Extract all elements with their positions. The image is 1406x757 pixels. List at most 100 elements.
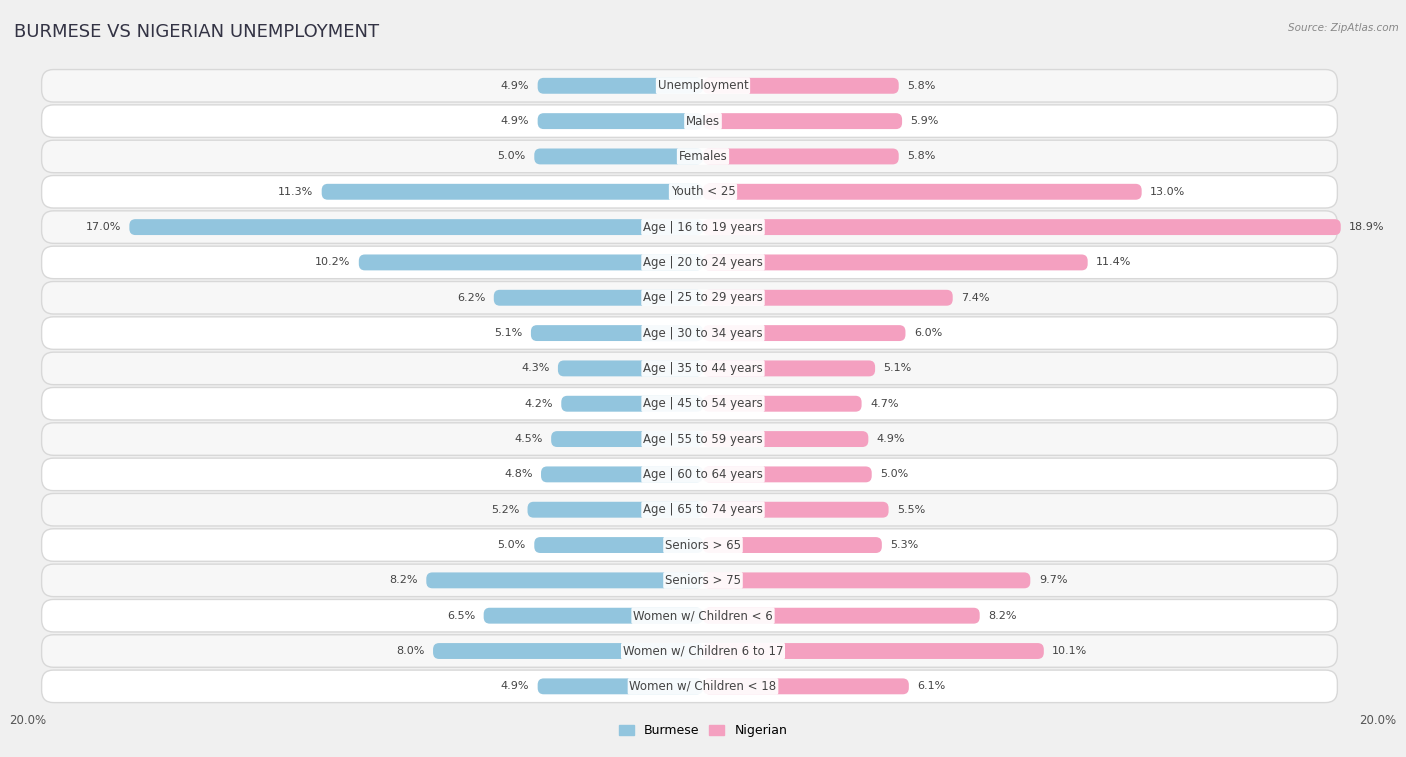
Text: 18.9%: 18.9% [1350,222,1385,232]
FancyBboxPatch shape [42,529,1337,561]
FancyBboxPatch shape [703,290,953,306]
Text: 4.8%: 4.8% [505,469,533,479]
Text: Age | 60 to 64 years: Age | 60 to 64 years [643,468,763,481]
Text: 5.1%: 5.1% [883,363,911,373]
FancyBboxPatch shape [484,608,703,624]
FancyBboxPatch shape [42,388,1337,420]
FancyBboxPatch shape [703,431,869,447]
Text: 5.2%: 5.2% [491,505,519,515]
FancyBboxPatch shape [534,148,703,164]
Text: 5.5%: 5.5% [897,505,925,515]
FancyBboxPatch shape [42,635,1337,667]
FancyBboxPatch shape [42,176,1337,208]
Text: 6.5%: 6.5% [447,611,475,621]
FancyBboxPatch shape [561,396,703,412]
Text: 4.9%: 4.9% [501,681,529,691]
FancyBboxPatch shape [703,78,898,94]
FancyBboxPatch shape [42,564,1337,597]
FancyBboxPatch shape [42,70,1337,102]
Text: 5.8%: 5.8% [907,81,935,91]
Text: 8.2%: 8.2% [988,611,1017,621]
FancyBboxPatch shape [42,458,1337,491]
FancyBboxPatch shape [531,326,703,341]
FancyBboxPatch shape [703,502,889,518]
Text: 17.0%: 17.0% [86,222,121,232]
FancyBboxPatch shape [42,600,1337,632]
FancyBboxPatch shape [703,254,1088,270]
Text: 5.0%: 5.0% [498,540,526,550]
Text: Age | 55 to 59 years: Age | 55 to 59 years [643,432,763,446]
FancyBboxPatch shape [322,184,703,200]
Text: 4.3%: 4.3% [522,363,550,373]
Text: Age | 65 to 74 years: Age | 65 to 74 years [643,503,763,516]
FancyBboxPatch shape [551,431,703,447]
FancyBboxPatch shape [42,317,1337,349]
Text: Women w/ Children < 18: Women w/ Children < 18 [630,680,776,693]
Text: 5.0%: 5.0% [498,151,526,161]
FancyBboxPatch shape [703,360,875,376]
Text: 4.9%: 4.9% [501,81,529,91]
Text: Women w/ Children 6 to 17: Women w/ Children 6 to 17 [623,644,783,658]
Text: 8.0%: 8.0% [396,646,425,656]
Text: BURMESE VS NIGERIAN UNEMPLOYMENT: BURMESE VS NIGERIAN UNEMPLOYMENT [14,23,380,41]
FancyBboxPatch shape [703,326,905,341]
FancyBboxPatch shape [537,678,703,694]
Text: 4.9%: 4.9% [877,434,905,444]
FancyBboxPatch shape [494,290,703,306]
Text: 9.7%: 9.7% [1039,575,1067,585]
FancyBboxPatch shape [703,184,1142,200]
Text: 6.1%: 6.1% [917,681,945,691]
FancyBboxPatch shape [541,466,703,482]
Text: 8.2%: 8.2% [389,575,418,585]
Text: 11.3%: 11.3% [278,187,314,197]
Text: 13.0%: 13.0% [1150,187,1185,197]
Text: 5.9%: 5.9% [911,116,939,126]
Text: 7.4%: 7.4% [962,293,990,303]
Text: Females: Females [679,150,727,163]
FancyBboxPatch shape [42,211,1337,243]
Text: 5.0%: 5.0% [880,469,908,479]
Text: 5.8%: 5.8% [907,151,935,161]
Text: 6.2%: 6.2% [457,293,485,303]
Text: Age | 35 to 44 years: Age | 35 to 44 years [643,362,763,375]
Text: 10.1%: 10.1% [1052,646,1087,656]
FancyBboxPatch shape [703,643,1043,659]
FancyBboxPatch shape [359,254,703,270]
Text: Age | 45 to 54 years: Age | 45 to 54 years [643,397,763,410]
Text: 10.2%: 10.2% [315,257,350,267]
Text: 4.2%: 4.2% [524,399,553,409]
FancyBboxPatch shape [426,572,703,588]
Text: 4.5%: 4.5% [515,434,543,444]
Text: Age | 20 to 24 years: Age | 20 to 24 years [643,256,763,269]
FancyBboxPatch shape [527,502,703,518]
FancyBboxPatch shape [42,423,1337,455]
FancyBboxPatch shape [703,537,882,553]
Text: Age | 25 to 29 years: Age | 25 to 29 years [643,291,763,304]
Text: 5.3%: 5.3% [890,540,918,550]
Text: 11.4%: 11.4% [1097,257,1132,267]
FancyBboxPatch shape [42,282,1337,314]
FancyBboxPatch shape [703,219,1341,235]
Text: Youth < 25: Youth < 25 [671,185,735,198]
FancyBboxPatch shape [703,466,872,482]
FancyBboxPatch shape [42,140,1337,173]
FancyBboxPatch shape [537,113,703,129]
Text: 5.1%: 5.1% [495,328,523,338]
FancyBboxPatch shape [703,113,903,129]
FancyBboxPatch shape [703,678,908,694]
Text: Source: ZipAtlas.com: Source: ZipAtlas.com [1288,23,1399,33]
Text: 6.0%: 6.0% [914,328,942,338]
Text: Age | 16 to 19 years: Age | 16 to 19 years [643,220,763,234]
FancyBboxPatch shape [534,537,703,553]
FancyBboxPatch shape [42,494,1337,526]
Text: Seniors > 65: Seniors > 65 [665,538,741,552]
FancyBboxPatch shape [703,396,862,412]
FancyBboxPatch shape [42,246,1337,279]
FancyBboxPatch shape [703,608,980,624]
FancyBboxPatch shape [703,572,1031,588]
Text: 4.9%: 4.9% [501,116,529,126]
FancyBboxPatch shape [433,643,703,659]
FancyBboxPatch shape [42,352,1337,385]
Text: Unemployment: Unemployment [658,79,748,92]
FancyBboxPatch shape [129,219,703,235]
